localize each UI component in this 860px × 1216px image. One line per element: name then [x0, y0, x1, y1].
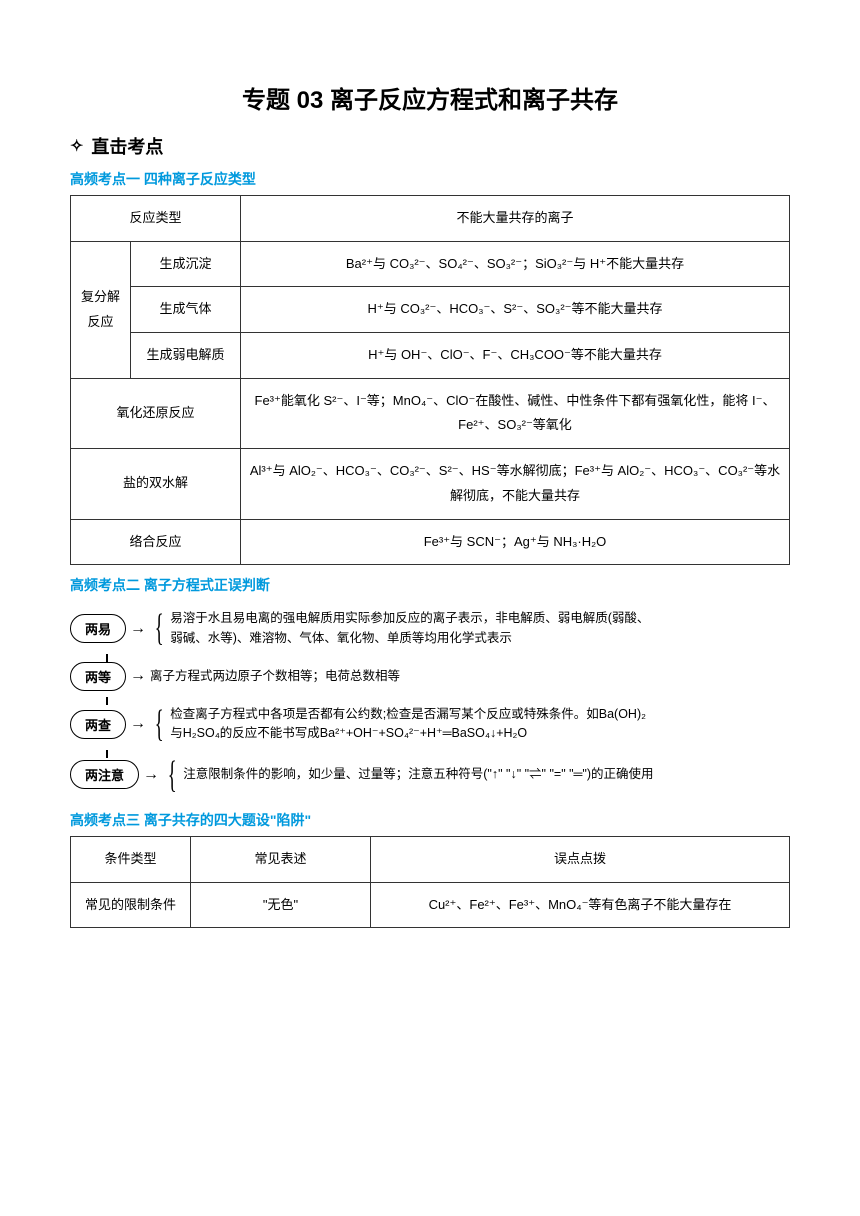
- flow-connector: [106, 697, 108, 705]
- flowchart: 两易 → { 易溶于水且易电离的强电解质用实际参加反应的离子表示，非电解质、弱电…: [70, 609, 790, 792]
- page-title: 专题 03 离子反应方程式和离子共存: [70, 80, 790, 115]
- flow-row: 两等 → 离子方程式两边原子个数相等；电荷总数相等: [70, 662, 790, 691]
- section-heading: ✧ 直击考点: [70, 133, 790, 159]
- t1-redox-label: 氧化还原反应: [71, 378, 241, 448]
- brace-icon: {: [168, 758, 177, 792]
- t1-row-type: 生成气体: [131, 287, 241, 333]
- t3-header: 条件类型: [71, 836, 191, 882]
- t1-redox-desc: Fe³⁺能氧化 S²⁻、I⁻等；MnO₄⁻、ClO⁻在酸性、碱性、中性条件下都有…: [241, 378, 790, 448]
- diamond-icon: ✧: [70, 136, 83, 156]
- subheading-2: 高频考点二 离子方程式正误判断: [70, 575, 790, 595]
- table-ion-reaction-types: 反应类型 不能大量共存的离子 复分解反应 生成沉淀 Ba²⁺与 CO₃²⁻、SO…: [70, 195, 790, 565]
- flow-connector: [106, 654, 108, 662]
- t1-header-right: 不能大量共存的离子: [241, 196, 790, 242]
- t1-row-desc: H⁺与 OH⁻、ClO⁻、F⁻、CH₃COO⁻等不能大量共存: [241, 333, 790, 379]
- arrow-icon: →: [143, 766, 159, 784]
- flow-text: 易溶于水且易电离的强电解质用实际参加反应的离子表示，非电解质、弱电解质(弱酸、弱…: [170, 609, 650, 648]
- t1-row-type: 生成沉淀: [131, 241, 241, 287]
- flow-box-3: 两查: [70, 710, 126, 739]
- t1-row-desc: Ba²⁺与 CO₃²⁻、SO₄²⁻、SO₃²⁻；SiO₃²⁻与 H⁺不能大量共存: [241, 241, 790, 287]
- t1-row-desc: H⁺与 CO₃²⁻、HCO₃⁻、S²⁻、SO₃²⁻等不能大量共存: [241, 287, 790, 333]
- t1-complex-label: 络合反应: [71, 519, 241, 565]
- flow-text: 注意限制条件的影响，如少量、过量等；注意五种符号("↑" "↓" "⇌" "="…: [183, 765, 653, 784]
- arrow-icon: →: [130, 620, 146, 638]
- table-trap-conditions: 条件类型 常见表述 误点点拨 常见的限制条件 "无色" Cu²⁺、Fe²⁺、Fe…: [70, 836, 790, 928]
- t3-header: 常见表述: [191, 836, 371, 882]
- flow-row: 两注意 → { 注意限制条件的影响，如少量、过量等；注意五种符号("↑" "↓"…: [70, 758, 790, 792]
- flow-row: 两查 → { 检查离子方程式中各项是否都有公约数;检查是否漏写某个反应或特殊条件…: [70, 705, 790, 744]
- t1-complex-desc: Fe³⁺与 SCN⁻；Ag⁺与 NH₃·H₂O: [241, 519, 790, 565]
- brace-icon: {: [155, 707, 164, 741]
- t3-header: 误点点拨: [371, 836, 790, 882]
- t3-cell-expr: "无色": [191, 882, 371, 928]
- t1-hydrolysis-desc: Al³⁺与 AlO₂⁻、HCO₃⁻、CO₃²⁻、S²⁻、HS⁻等水解彻底；Fe³…: [241, 449, 790, 519]
- arrow-icon: →: [130, 715, 146, 733]
- flow-text: 离子方程式两边原子个数相等；电荷总数相等: [150, 667, 400, 686]
- t1-header-left: 反应类型: [71, 196, 241, 242]
- flow-row: 两易 → { 易溶于水且易电离的强电解质用实际参加反应的离子表示，非电解质、弱电…: [70, 609, 790, 648]
- t1-hydrolysis-label: 盐的双水解: [71, 449, 241, 519]
- t3-cell-tip: Cu²⁺、Fe²⁺、Fe³⁺、MnO₄⁻等有色离子不能大量存在: [371, 882, 790, 928]
- brace-icon: {: [155, 611, 164, 645]
- t3-cell-label: 常见的限制条件: [71, 882, 191, 928]
- flow-box-1: 两易: [70, 614, 126, 643]
- flow-connector: [106, 750, 108, 758]
- section-heading-text: 直击考点: [91, 133, 163, 159]
- t1-group-label: 复分解反应: [71, 241, 131, 378]
- t1-row-type: 生成弱电解质: [131, 333, 241, 379]
- arrow-icon: →: [130, 667, 146, 685]
- subheading-3: 高频考点三 离子共存的四大题设"陷阱": [70, 810, 790, 830]
- flow-text: 检查离子方程式中各项是否都有公约数;检查是否漏写某个反应或特殊条件。如Ba(OH…: [170, 705, 650, 744]
- flow-box-4: 两注意: [70, 760, 139, 789]
- subheading-1: 高频考点一 四种离子反应类型: [70, 169, 790, 189]
- flow-box-2: 两等: [70, 662, 126, 691]
